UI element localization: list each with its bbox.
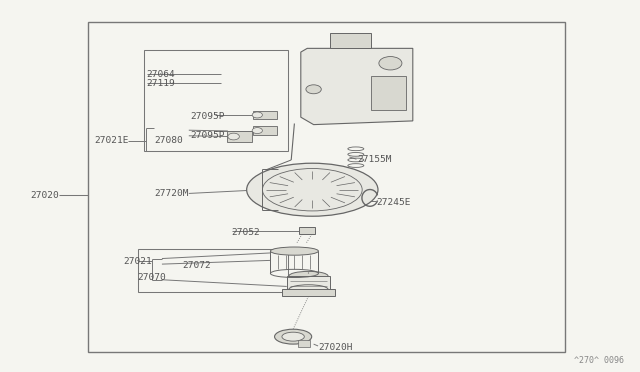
Text: 27052: 27052 xyxy=(232,228,260,237)
Bar xyxy=(144,50,288,151)
Text: 27095P: 27095P xyxy=(191,112,225,121)
Text: 27072: 27072 xyxy=(182,262,211,270)
Bar xyxy=(371,76,406,110)
Ellipse shape xyxy=(246,163,378,216)
Text: 27064: 27064 xyxy=(146,70,175,79)
Bar xyxy=(330,33,371,48)
Bar xyxy=(138,249,288,292)
Text: 27021: 27021 xyxy=(123,257,152,266)
Bar xyxy=(287,276,330,289)
Bar xyxy=(282,289,335,296)
Polygon shape xyxy=(301,48,413,125)
Bar xyxy=(299,227,315,234)
Bar xyxy=(298,340,310,347)
Circle shape xyxy=(252,112,262,118)
Circle shape xyxy=(306,85,321,94)
Text: ^270^ 0096: ^270^ 0096 xyxy=(574,356,624,365)
Text: 27155M: 27155M xyxy=(357,155,392,164)
Ellipse shape xyxy=(289,272,328,281)
Text: 27720M: 27720M xyxy=(154,189,189,198)
Ellipse shape xyxy=(289,285,328,294)
Bar xyxy=(253,111,277,119)
Text: 27119: 27119 xyxy=(146,79,175,88)
Text: 27021E: 27021E xyxy=(95,136,129,145)
Text: 27080: 27080 xyxy=(154,136,183,145)
Ellipse shape xyxy=(271,247,319,255)
Bar xyxy=(227,131,252,142)
Text: 27020: 27020 xyxy=(31,191,60,200)
Ellipse shape xyxy=(275,329,312,344)
Bar xyxy=(253,126,277,135)
Text: 27245E: 27245E xyxy=(376,198,411,207)
Bar xyxy=(88,22,565,352)
Ellipse shape xyxy=(282,332,305,341)
Circle shape xyxy=(228,133,239,140)
Text: 27070: 27070 xyxy=(138,273,166,282)
Text: 27020H: 27020H xyxy=(319,343,353,352)
Circle shape xyxy=(252,128,262,134)
Circle shape xyxy=(379,57,402,70)
Text: 27095P: 27095P xyxy=(191,131,225,140)
